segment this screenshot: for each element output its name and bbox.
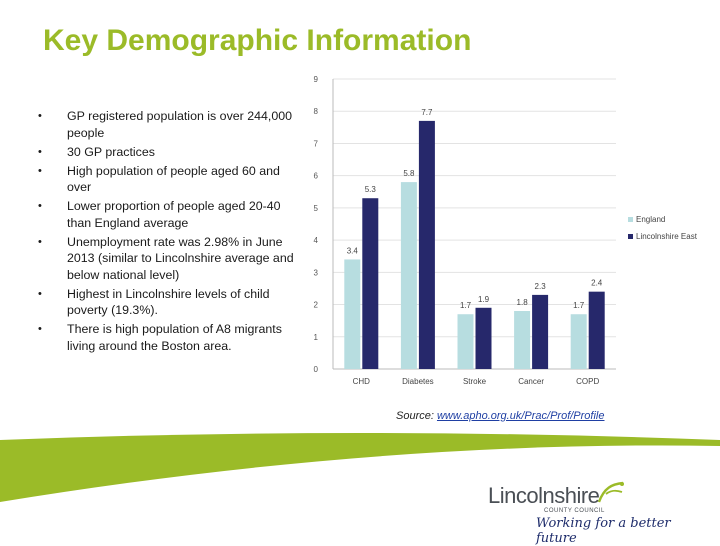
- source-note: Source: www.apho.org.uk/Prac/Prof/Profil…: [396, 410, 605, 422]
- data-label: 5.8: [403, 169, 415, 178]
- bullet-item: • Highest in Lincolnshire levels of child…: [38, 286, 302, 319]
- bar: [475, 307, 492, 369]
- bullet-text: High population of people aged 60 and ov…: [67, 163, 280, 195]
- bullet-dot-icon: •: [38, 287, 42, 300]
- bar: [532, 294, 549, 369]
- data-label: 1.7: [573, 301, 585, 310]
- data-label: 1.9: [478, 295, 490, 304]
- logo-name: Lincolnshire: [488, 483, 600, 508]
- bar-chart: 0 1 2 3 4 5 6 7 8 9 3.4 5.3 CHD 5.8 7.7 Diabetes 1.7 1.9 S…: [314, 75, 698, 386]
- bullet-item: • There is high population of A8 migrants…: [38, 321, 302, 354]
- lincolnshire-logo: Lincolnshire COUNTY COUNCIL Working for …: [486, 478, 686, 546]
- logo-tagline: Working for a better future: [536, 516, 671, 546]
- x-tick-label: Cancer: [518, 377, 544, 386]
- logo-subtitle: COUNTY COUNCIL: [544, 508, 605, 514]
- data-label: 1.7: [460, 301, 472, 310]
- bullet-text: There is high population of A8 migrants …: [67, 322, 282, 353]
- bullet-item: • GP registered population is over 244,00…: [38, 108, 302, 141]
- y-tick-label: 2: [314, 301, 319, 310]
- bullet-text: Unemployment rate was 2.98% in June 2013…: [67, 234, 294, 282]
- bar: [570, 314, 587, 369]
- y-tick-label: 9: [314, 75, 319, 84]
- bullet-dot-icon: •: [38, 200, 42, 212]
- slide-title: Key Demographic Information: [43, 24, 472, 57]
- x-tick-label: CHD: [353, 377, 371, 386]
- data-label: 3.4: [347, 246, 359, 255]
- x-tick-label: Diabetes: [402, 377, 434, 386]
- legend-label: England: [636, 215, 665, 224]
- data-label: 5.3: [365, 185, 377, 194]
- y-tick-label: 4: [314, 236, 319, 245]
- bullet-dot-icon: •: [38, 110, 42, 122]
- source-prefix: Source:: [396, 410, 437, 422]
- source-link[interactable]: www.apho.org.uk/Prac/Prof/Profile: [436, 410, 605, 422]
- bullet-dot-icon: •: [38, 164, 42, 177]
- bar: [344, 259, 361, 369]
- bullet-list: • GP registered population is over 244,00…: [38, 108, 302, 357]
- bar: [588, 291, 605, 369]
- bullet-item: • Lower proportion of people aged 20-40 t…: [38, 198, 302, 231]
- y-tick-label: 0: [314, 365, 319, 374]
- bar: [400, 182, 417, 369]
- y-tick-label: 7: [314, 139, 319, 148]
- footer-band: [0, 433, 720, 540]
- legend-swatch: [628, 234, 633, 239]
- bullet-dot-icon: •: [38, 235, 42, 248]
- logo-flourish-icon: [597, 481, 624, 503]
- bullet-text: Lower proportion of people aged 20-40 th…: [67, 199, 281, 230]
- bar: [514, 311, 531, 369]
- y-tick-label: 1: [314, 333, 319, 342]
- footer-white-curve: [0, 445, 720, 540]
- bar: [418, 120, 435, 369]
- x-tick-label: COPD: [576, 377, 599, 386]
- bar: [362, 198, 379, 369]
- legend-swatch: [628, 217, 633, 222]
- bullet-text: GP registered population is over 244,000…: [67, 109, 293, 140]
- bullet-dot-icon: •: [38, 145, 42, 158]
- y-tick-label: 3: [314, 268, 319, 277]
- bullet-item: • Unemployment rate was 2.98% in June 201…: [38, 234, 302, 284]
- data-label: 7.7: [421, 108, 433, 117]
- y-tick-label: 8: [314, 107, 319, 116]
- bullet-dot-icon: •: [38, 323, 42, 335]
- bullet-item: • High population of people aged 60 and o…: [38, 163, 302, 196]
- legend-label: Lincolnshire East: [636, 232, 698, 241]
- bullet-text: 30 GP practices: [67, 144, 155, 159]
- y-tick-label: 6: [314, 172, 319, 181]
- x-tick-label: Stroke: [463, 377, 487, 386]
- bullet-text: Highest in Lincolnshire levels of child …: [67, 286, 270, 318]
- y-tick-label: 5: [314, 204, 319, 213]
- bullet-item: • 30 GP practices: [38, 144, 302, 161]
- data-label: 1.8: [517, 298, 529, 307]
- bar: [457, 314, 474, 369]
- data-label: 2.4: [591, 279, 603, 288]
- data-label: 2.3: [535, 282, 547, 291]
